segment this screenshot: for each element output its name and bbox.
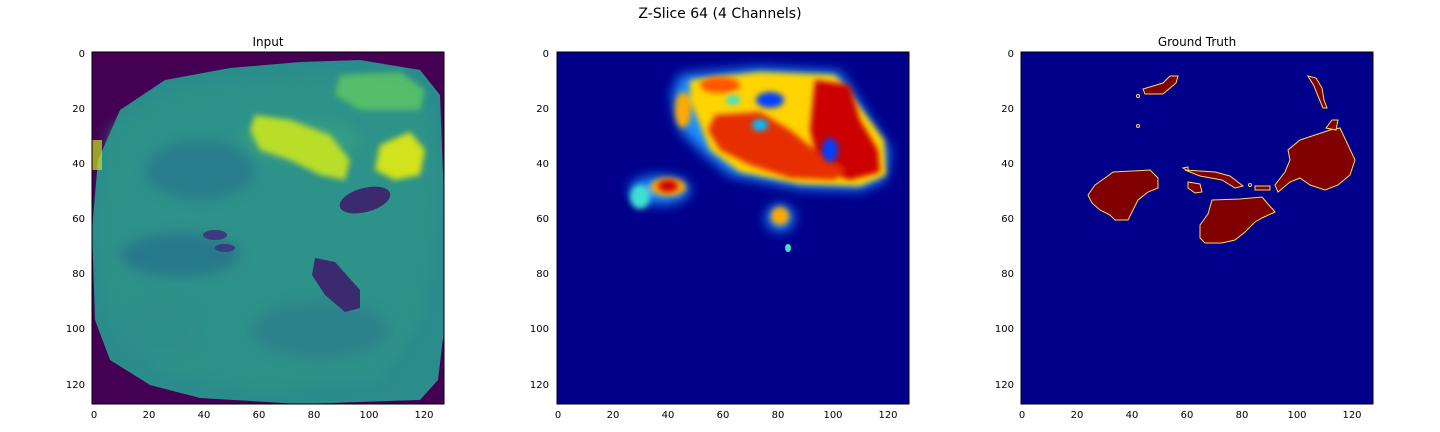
input-xtick-label: 80 bbox=[308, 410, 321, 421]
prediction-ytick-label: 0 bbox=[543, 49, 549, 60]
input-ytick-label: 120 bbox=[66, 380, 85, 391]
ground-truth-ytick-label: 60 bbox=[1001, 214, 1014, 225]
ground-truth-ytick-label: 100 bbox=[995, 324, 1014, 335]
prediction-ytick-label: 120 bbox=[530, 380, 549, 391]
ground-truth-xtick-label: 60 bbox=[1181, 410, 1194, 421]
ground-truth-y-ticks: 0 20 40 60 80 100 120 bbox=[995, 49, 1014, 391]
ground-truth-image bbox=[1021, 52, 1373, 404]
prediction-ytick-label: 60 bbox=[536, 214, 549, 225]
prediction-xtick-label: 80 bbox=[772, 410, 785, 421]
panel-input: Input bbox=[66, 35, 445, 421]
prediction-ytick-label: 100 bbox=[530, 324, 549, 335]
panel-input-title: Input bbox=[252, 35, 283, 49]
prediction-xtick-label: 60 bbox=[717, 410, 730, 421]
input-xtick-label: 20 bbox=[143, 410, 156, 421]
ground-truth-xtick-label: 120 bbox=[1342, 410, 1361, 421]
ground-truth-ytick-label: 40 bbox=[1001, 159, 1014, 170]
panel-ground-truth-title: Ground Truth bbox=[1158, 35, 1236, 49]
prediction-xtick-label: 20 bbox=[607, 410, 620, 421]
input-ytick-label: 80 bbox=[72, 269, 85, 280]
prediction-xtick-label: 40 bbox=[662, 410, 675, 421]
input-xtick-label: 40 bbox=[198, 410, 211, 421]
input-image bbox=[92, 52, 444, 404]
input-ytick-label: 100 bbox=[66, 324, 85, 335]
input-xtick-label: 120 bbox=[414, 410, 433, 421]
ground-truth-ytick-label: 120 bbox=[995, 380, 1014, 391]
input-y-ticks: 0 20 40 60 80 100 120 bbox=[66, 49, 85, 391]
panel-ground-truth: Ground Truth 0 20 40 60 bbox=[995, 35, 1374, 421]
prediction-xtick-label: 120 bbox=[878, 410, 897, 421]
ground-truth-xtick-label: 40 bbox=[1126, 410, 1139, 421]
input-ytick-label: 60 bbox=[72, 214, 85, 225]
ground-truth-ytick-label: 0 bbox=[1008, 49, 1014, 60]
prediction-ytick-label: 20 bbox=[536, 104, 549, 115]
ground-truth-xtick-label: 20 bbox=[1071, 410, 1084, 421]
prediction-y-ticks: 0 20 40 60 80 100 120 bbox=[530, 49, 549, 391]
ground-truth-xtick-label: 0 bbox=[1019, 410, 1025, 421]
input-ytick-label: 20 bbox=[72, 104, 85, 115]
prediction-xtick-label: 100 bbox=[823, 410, 842, 421]
input-xtick-label: 60 bbox=[253, 410, 266, 421]
figure-title: Z-Slice 64 (4 Channels) bbox=[638, 6, 802, 22]
prediction-image bbox=[557, 52, 909, 404]
ground-truth-xtick-label: 80 bbox=[1236, 410, 1249, 421]
input-x-ticks: 0 20 40 60 80 100 120 bbox=[91, 410, 434, 421]
input-ytick-label: 0 bbox=[79, 49, 85, 60]
prediction-x-ticks: 0 20 40 60 80 100 120 bbox=[555, 410, 898, 421]
ground-truth-x-ticks: 0 20 40 60 80 100 120 bbox=[1019, 410, 1362, 421]
prediction-ytick-label: 80 bbox=[536, 269, 549, 280]
ground-truth-xtick-label: 100 bbox=[1287, 410, 1306, 421]
input-xtick-label: 100 bbox=[359, 410, 378, 421]
input-ytick-label: 40 bbox=[72, 159, 85, 170]
input-xtick-label: 0 bbox=[91, 410, 97, 421]
prediction-xtick-label: 0 bbox=[555, 410, 561, 421]
panel-prediction: 0 20 40 60 80 100 120 0 20 40 60 80 100 … bbox=[530, 49, 910, 421]
ground-truth-ytick-label: 20 bbox=[1001, 104, 1014, 115]
prediction-ytick-label: 40 bbox=[536, 159, 549, 170]
ground-truth-ytick-label: 80 bbox=[1001, 269, 1014, 280]
